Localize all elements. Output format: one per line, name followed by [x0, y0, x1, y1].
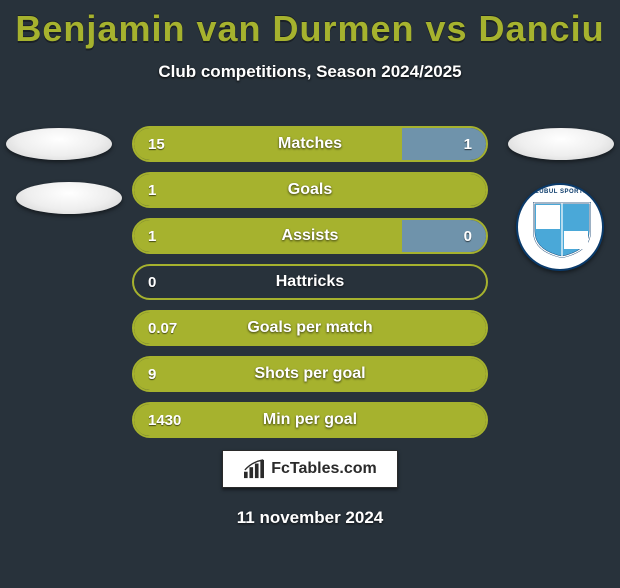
stat-bar: 0.07Goals per match [132, 310, 488, 346]
stat-bar: 1Goals [132, 172, 488, 208]
stat-row: 0Hattricks [0, 264, 620, 300]
stat-row: 0.07Goals per match [0, 310, 620, 346]
subtitle: Club competitions, Season 2024/2025 [0, 62, 620, 82]
date-text: 11 november 2024 [0, 508, 620, 528]
attribution-badge: FcTables.com [222, 450, 398, 488]
stat-label: Assists [134, 227, 486, 245]
stat-label: Goals per match [134, 319, 486, 337]
stat-row: 9Shots per goal [0, 356, 620, 392]
fctables-logo-icon [243, 459, 265, 479]
stat-label: Goals [134, 181, 486, 199]
stat-bar: 1430Min per goal [132, 402, 488, 438]
stat-label: Matches [134, 135, 486, 153]
stat-bar: 9Shots per goal [132, 356, 488, 392]
stat-label: Shots per goal [134, 365, 486, 383]
attribution-text: FcTables.com [271, 460, 377, 478]
stat-row: 10Assists [0, 218, 620, 254]
stats-container: 151Matches 1Goals 10Assists 0Hattricks 0.07G… [0, 126, 620, 448]
stat-row: 151Matches [0, 126, 620, 162]
stat-label: Hattricks [134, 273, 486, 291]
page-title: Benjamin van Durmen vs Danciu [0, 8, 620, 50]
stat-bar: 151Matches [132, 126, 488, 162]
stat-row: 1Goals [0, 172, 620, 208]
stat-row: 1430Min per goal [0, 402, 620, 438]
stat-label: Min per goal [134, 411, 486, 429]
stat-bar: 10Assists [132, 218, 488, 254]
stat-bar: 0Hattricks [132, 264, 488, 300]
